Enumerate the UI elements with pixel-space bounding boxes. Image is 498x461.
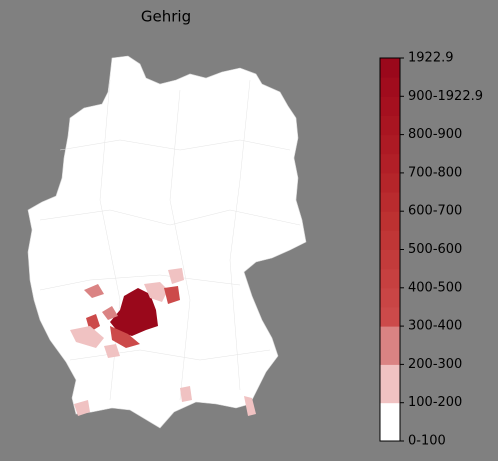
- colorbar-segment: [380, 172, 400, 193]
- colorbar-label: 100-200: [408, 395, 462, 410]
- colorbar-segment: [380, 192, 400, 212]
- region-mid: [110, 326, 140, 348]
- colorbar-segment: [380, 402, 400, 442]
- colorbar-segment: [380, 230, 400, 250]
- colorbar-segment: [380, 306, 400, 327]
- colorbar: 0-100 100-200 200-300 300-400 400-500 500-600…: [379, 51, 483, 449]
- germany-map: [27, 55, 307, 429]
- region-low: [168, 268, 184, 284]
- region-low: [180, 386, 192, 402]
- colorbar-segment: [380, 96, 400, 116]
- colorbar-segment: [380, 77, 400, 97]
- colorbar-segment: [380, 287, 400, 308]
- colorbar-label: 900-1922.9: [408, 89, 483, 104]
- colorbar-label: 500-600: [408, 242, 462, 257]
- region-mid: [84, 284, 104, 298]
- colorbar-segment: [380, 268, 400, 289]
- colorbar-segment: [380, 326, 400, 365]
- region-low: [244, 396, 256, 416]
- map-title: Gehrig: [141, 8, 191, 26]
- colorbar-label: 400-500: [408, 280, 462, 295]
- colorbar-segment: [380, 364, 400, 404]
- colorbar-segment: [380, 58, 400, 78]
- region-low: [74, 400, 90, 416]
- region-mid: [164, 286, 180, 304]
- colorbar-label: 0-100: [408, 434, 446, 449]
- region-high: [110, 288, 158, 336]
- colorbar-label: 1922.9: [408, 51, 454, 66]
- region-low: [104, 344, 120, 358]
- region-low: [144, 282, 168, 302]
- colorbar-label: 600-700: [408, 204, 462, 219]
- colorbar-segment: [380, 134, 400, 155]
- region-mid: [102, 306, 118, 320]
- colorbar-label: 200-300: [408, 357, 462, 372]
- colorbar-segment: [380, 115, 400, 136]
- colorbar-segment: [380, 211, 400, 231]
- colorbar-label: 700-800: [408, 165, 462, 180]
- colorbar-segment: [380, 153, 400, 174]
- colorbar-segment: [380, 249, 400, 270]
- district-borders: [39, 79, 301, 401]
- colorbar-label: 300-400: [408, 319, 462, 334]
- region-low: [70, 326, 104, 348]
- colorbar-label: 800-900: [408, 127, 462, 142]
